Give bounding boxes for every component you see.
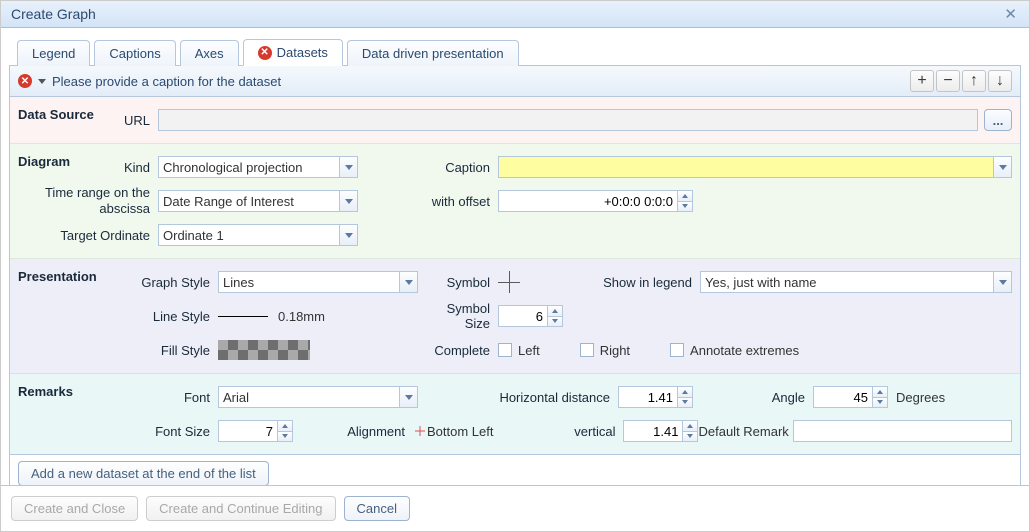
vertical-label: vertical [493, 424, 623, 439]
linestyle-sample [218, 316, 268, 317]
symbolsize-input[interactable] [498, 305, 548, 327]
vertical-input[interactable] [623, 420, 683, 442]
window-title: Create Graph [11, 6, 96, 22]
chevron-down-icon [399, 387, 417, 407]
annotate-checkbox[interactable] [670, 343, 684, 357]
create-continue-button[interactable]: Create and Continue Editing [146, 496, 335, 521]
tab-legend-label: Legend [32, 46, 75, 61]
add-dataset-button[interactable]: Add a new dataset at the end of the list [18, 461, 269, 486]
left-label: Left [518, 343, 540, 358]
show-legend-label: Show in legend [520, 275, 700, 290]
symbolsize-spinner[interactable] [548, 305, 563, 327]
url-input[interactable] [158, 109, 978, 131]
symbolsize-label: Symbol Size [418, 301, 498, 331]
chevron-down-icon [339, 157, 357, 177]
linestyle-picker[interactable]: 0.18mm [218, 309, 418, 324]
font-value: Arial [223, 390, 249, 405]
show-legend-value: Yes, just with name [705, 275, 817, 290]
symbol-preview [498, 271, 520, 293]
vertical-spinner[interactable] [683, 420, 698, 442]
default-remark-label: Default Remark [698, 424, 788, 439]
chevron-down-icon [339, 225, 357, 245]
tab-captions-label: Captions [109, 46, 160, 61]
right-label: Right [600, 343, 630, 358]
annotate-label: Annotate extremes [690, 343, 799, 358]
error-icon: ✕ [258, 46, 272, 60]
fontsize-spinner[interactable] [278, 420, 293, 442]
angle-input[interactable] [813, 386, 873, 408]
hdist-input[interactable] [618, 386, 678, 408]
target-ordinate-combo[interactable]: Ordinate 1 [158, 224, 358, 246]
fontsize-label: Font Size [118, 424, 218, 439]
timerange-combo[interactable]: Date Range of Interest [158, 190, 358, 212]
alignment-label: Alignment [293, 424, 413, 439]
degrees-label: Degrees [896, 390, 945, 405]
default-remark-input[interactable] [793, 420, 1012, 442]
alignment-anchor-icon [413, 424, 427, 438]
browse-button[interactable]: ... [984, 109, 1012, 131]
alignment-value: Bottom Left [427, 424, 493, 439]
remove-button[interactable]: − [936, 70, 960, 92]
right-checkbox[interactable] [580, 343, 594, 357]
tab-captions[interactable]: Captions [94, 40, 175, 66]
section-data-source: Data Source [18, 103, 118, 137]
complete-label: Complete [418, 343, 498, 358]
tab-datasets[interactable]: ✕ Datasets [243, 39, 343, 66]
hdist-spinner[interactable] [678, 386, 693, 408]
kind-label: Kind [118, 160, 158, 175]
add-button[interactable]: + [910, 70, 934, 92]
fillstyle-picker[interactable] [218, 340, 310, 360]
url-label: URL [118, 113, 158, 128]
show-legend-combo[interactable]: Yes, just with name [700, 271, 1012, 293]
tab-ddp-label: Data driven presentation [362, 46, 504, 61]
offset-input[interactable] [498, 190, 678, 212]
fillstyle-label: Fill Style [118, 343, 218, 358]
target-ordinate-label: Target Ordinate [18, 228, 158, 243]
graphstyle-value: Lines [223, 275, 254, 290]
fontsize-input[interactable] [218, 420, 278, 442]
offset-label: with offset [358, 194, 498, 209]
cancel-button[interactable]: Cancel [344, 496, 410, 521]
section-remarks: Remarks [18, 380, 118, 448]
linestyle-value: 0.18mm [278, 309, 325, 324]
angle-label: Angle [693, 390, 813, 405]
error-icon: ✕ [18, 74, 32, 88]
tab-datasets-label: Datasets [277, 45, 328, 60]
chevron-down-icon [993, 157, 1011, 177]
kind-combo[interactable]: Chronological projection [158, 156, 358, 178]
validation-message: Please provide a caption for the dataset [52, 74, 904, 89]
offset-spinner[interactable] [678, 190, 693, 212]
target-ordinate-value: Ordinate 1 [163, 228, 224, 243]
caption-label: Caption [358, 160, 498, 175]
symbol-label: Symbol [418, 275, 498, 290]
font-combo[interactable]: Arial [218, 386, 418, 408]
create-close-button[interactable]: Create and Close [11, 496, 138, 521]
chevron-down-icon [399, 272, 417, 292]
caption-combo[interactable] [498, 156, 1012, 178]
timerange-label: Time range on the abscissa [18, 185, 158, 216]
left-checkbox[interactable] [498, 343, 512, 357]
move-down-button[interactable]: ↓ [988, 70, 1012, 92]
tab-data-driven-presentation[interactable]: Data driven presentation [347, 40, 519, 66]
hdist-label: Horizontal distance [418, 390, 618, 405]
close-icon[interactable]: ✕ [1002, 5, 1019, 23]
message-dropdown-icon[interactable] [38, 79, 46, 84]
tab-bar: Legend Captions Axes ✕ Datasets Data dri… [9, 38, 1021, 66]
move-up-button[interactable]: ↑ [962, 70, 986, 92]
section-presentation: Presentation [18, 265, 118, 367]
chevron-down-icon [993, 272, 1011, 292]
font-label: Font [118, 390, 218, 405]
tab-axes[interactable]: Axes [180, 40, 239, 66]
chevron-down-icon [339, 191, 357, 211]
graphstyle-combo[interactable]: Lines [218, 271, 418, 293]
linestyle-label: Line Style [118, 309, 218, 324]
tab-axes-label: Axes [195, 46, 224, 61]
angle-spinner[interactable] [873, 386, 888, 408]
kind-value: Chronological projection [163, 160, 302, 175]
timerange-value: Date Range of Interest [163, 194, 294, 209]
tab-legend[interactable]: Legend [17, 40, 90, 66]
graphstyle-label: Graph Style [118, 275, 218, 290]
